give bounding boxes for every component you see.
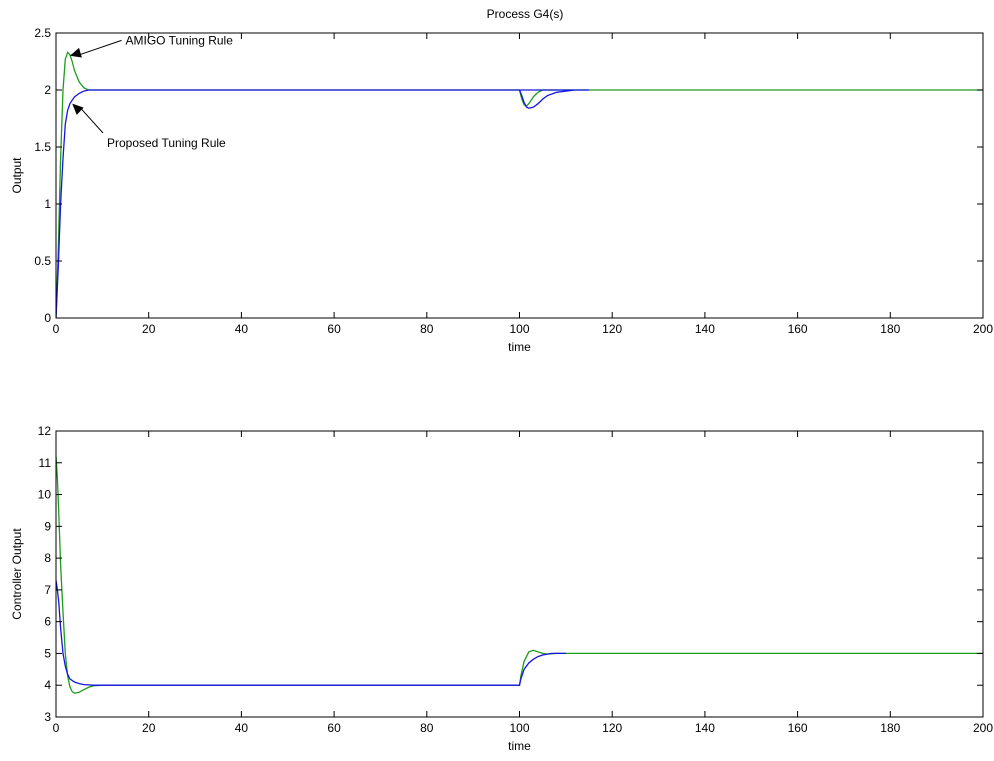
x-tick-label: 40 bbox=[235, 322, 249, 336]
y-tick-label: 3 bbox=[44, 710, 51, 724]
chart-1: 0 20 40 60 80 100 120 140 160 180 200 0 0.5 1 1.5 2 2.5 t… bbox=[10, 26, 993, 354]
series-line-amigo bbox=[56, 51, 983, 318]
x-tick-label: 20 bbox=[142, 721, 156, 735]
x-tick-label: 80 bbox=[420, 322, 434, 336]
y-tick-label: 0 bbox=[44, 311, 51, 325]
x-tick-label: 60 bbox=[327, 322, 341, 336]
y-tick-label: 7 bbox=[44, 583, 51, 597]
x-tick-label: 140 bbox=[695, 322, 715, 336]
x-axis-label: time bbox=[508, 739, 531, 753]
annotation-proposed: Proposed Tuning Rule bbox=[72, 103, 226, 150]
plot-frame bbox=[55, 32, 984, 319]
y-tick-label: 4 bbox=[44, 678, 51, 692]
x-tick-label: 140 bbox=[695, 721, 715, 735]
x-tick-label: 100 bbox=[509, 322, 529, 336]
annotation-text: AMIGO Tuning Rule bbox=[126, 33, 234, 47]
y-axis-label: Controller Output bbox=[10, 528, 24, 620]
x-tick-label: 100 bbox=[509, 721, 529, 735]
x-tick-label: 200 bbox=[973, 322, 993, 336]
x-tick-label: 180 bbox=[880, 721, 900, 735]
annotation-arrow-line bbox=[77, 39, 122, 56]
chart-title: Process G4(s) bbox=[487, 7, 564, 21]
y-tick-label: 12 bbox=[38, 424, 52, 438]
y-tick-label: 8 bbox=[44, 551, 51, 565]
x-axis-label: time bbox=[508, 340, 531, 354]
x-tick-label: 200 bbox=[973, 721, 993, 735]
annotation-amigo: AMIGO Tuning Rule bbox=[69, 33, 234, 58]
x-tick-label: 60 bbox=[327, 721, 341, 735]
x-tick-label: 180 bbox=[880, 322, 900, 336]
x-tick-label: 120 bbox=[602, 721, 622, 735]
y-tick-label: 2 bbox=[44, 83, 51, 97]
x-tick-label: 120 bbox=[602, 322, 622, 336]
x-tick-label: 40 bbox=[235, 721, 249, 735]
plot-frame bbox=[55, 430, 984, 718]
y-tick-label: 9 bbox=[44, 519, 51, 533]
y-tick-label: 5 bbox=[44, 646, 51, 660]
chart-2: 0 20 40 60 80 100 120 140 160 180 200 3 4 5 6 7 8 9 10 11 12… bbox=[10, 424, 993, 753]
series-line-amigo bbox=[56, 456, 983, 694]
y-tick-label: 0.5 bbox=[34, 254, 51, 268]
x-tick-label: 160 bbox=[788, 322, 808, 336]
x-tick-label: 0 bbox=[53, 721, 60, 735]
arrowhead-icon bbox=[69, 47, 82, 58]
y-tick-label: 1.5 bbox=[34, 140, 51, 154]
series-line-proposed bbox=[56, 580, 566, 686]
x-tick-label: 0 bbox=[53, 322, 60, 336]
x-tick-label: 80 bbox=[420, 721, 434, 735]
y-tick-label: 11 bbox=[39, 456, 52, 470]
annotation-text: Proposed Tuning Rule bbox=[107, 136, 226, 150]
y-tick-label: 6 bbox=[44, 615, 51, 629]
y-tick-label: 1 bbox=[44, 197, 51, 211]
arrowhead-icon bbox=[72, 103, 84, 115]
annotation-arrow-line bbox=[79, 107, 104, 134]
y-tick-label: 10 bbox=[38, 488, 52, 502]
x-tick-label: 160 bbox=[788, 721, 808, 735]
y-axis-label: Output bbox=[10, 157, 24, 194]
x-tick-label: 20 bbox=[142, 322, 156, 336]
y-tick-label: 2.5 bbox=[34, 26, 51, 40]
series-line-proposed bbox=[56, 89, 589, 318]
